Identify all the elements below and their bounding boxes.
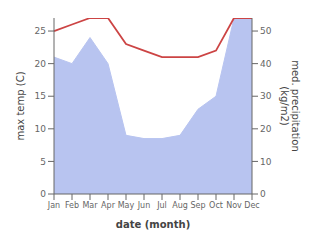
svg-text:25: 25 <box>35 26 46 36</box>
svg-text:Aug: Aug <box>172 201 188 210</box>
svg-text:Oct: Oct <box>209 201 223 210</box>
svg-text:date (month): date (month) <box>116 219 190 230</box>
svg-text:Dec: Dec <box>244 201 259 210</box>
svg-text:40: 40 <box>260 59 272 69</box>
svg-text:Apr: Apr <box>101 201 116 210</box>
svg-text:Sep: Sep <box>190 201 205 210</box>
svg-text:Mar: Mar <box>82 201 98 210</box>
svg-text:20: 20 <box>35 59 47 69</box>
svg-text:Jan: Jan <box>47 201 60 210</box>
svg-text:50: 50 <box>260 26 272 36</box>
svg-text:10: 10 <box>260 157 272 167</box>
svg-text:0: 0 <box>40 189 46 199</box>
svg-text:May: May <box>118 201 135 210</box>
svg-text:max temp (C): max temp (C) <box>15 71 26 140</box>
svg-text:Feb: Feb <box>65 201 79 210</box>
svg-text:Jul: Jul <box>156 201 167 210</box>
svg-text:Jun: Jun <box>137 201 151 210</box>
svg-text:10: 10 <box>35 124 47 134</box>
svg-text:5: 5 <box>40 157 46 167</box>
svg-text:Nov: Nov <box>226 201 242 210</box>
svg-text:0: 0 <box>260 189 266 199</box>
svg-text:15: 15 <box>35 91 46 101</box>
svg-text:med. precipitation(kg/m2): med. precipitation(kg/m2) <box>279 60 301 152</box>
svg-text:30: 30 <box>260 91 272 101</box>
svg-text:20: 20 <box>260 124 272 134</box>
